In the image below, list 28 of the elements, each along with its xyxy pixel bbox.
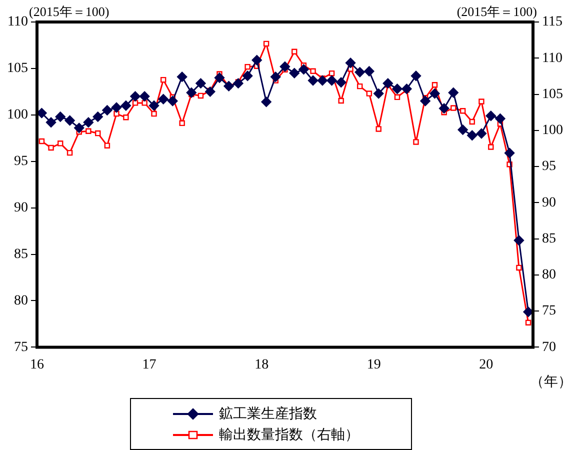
y-tick-label: 80 bbox=[14, 293, 28, 308]
y2-tick-label: 90 bbox=[542, 195, 556, 210]
y2-tick-label: 105 bbox=[542, 86, 563, 102]
y2-tick-label: 110 bbox=[542, 50, 562, 66]
y-tick-label: 100 bbox=[7, 108, 28, 123]
x-tick-label: 20 bbox=[479, 357, 494, 372]
y-tick-label: 110 bbox=[8, 14, 28, 30]
y-tick-label: 75 bbox=[14, 340, 28, 355]
y-tick-label: 90 bbox=[14, 200, 28, 216]
y-axis-title: (2015年＝100) bbox=[29, 4, 110, 19]
y-tick-label: 95 bbox=[14, 154, 28, 170]
x-tick-label: 16 bbox=[30, 357, 44, 372]
y2-tick-label: 115 bbox=[542, 14, 562, 30]
x-tick-label: 17 bbox=[142, 357, 156, 372]
y2-tick-label: 80 bbox=[542, 268, 556, 283]
y2-tick-label: 100 bbox=[542, 123, 563, 138]
y2-tick-label: 70 bbox=[542, 340, 556, 355]
legend-label: 鉱工業生産指数 bbox=[219, 405, 317, 422]
x-tick-label: 18 bbox=[254, 357, 269, 372]
x-tick-label: 19 bbox=[366, 357, 381, 372]
y-tick-label: 85 bbox=[14, 246, 28, 262]
y2-tick-label: 85 bbox=[542, 231, 556, 246]
y2-tick-label: 95 bbox=[542, 159, 556, 174]
legend-label: 輸出数量指数（右軸） bbox=[219, 426, 359, 444]
y2-axis-title: (2015年＝100) bbox=[456, 4, 537, 19]
x-axis-title: （年） bbox=[530, 374, 572, 390]
y2-tick-label: 75 bbox=[542, 304, 556, 319]
y-tick-label: 105 bbox=[7, 61, 28, 76]
